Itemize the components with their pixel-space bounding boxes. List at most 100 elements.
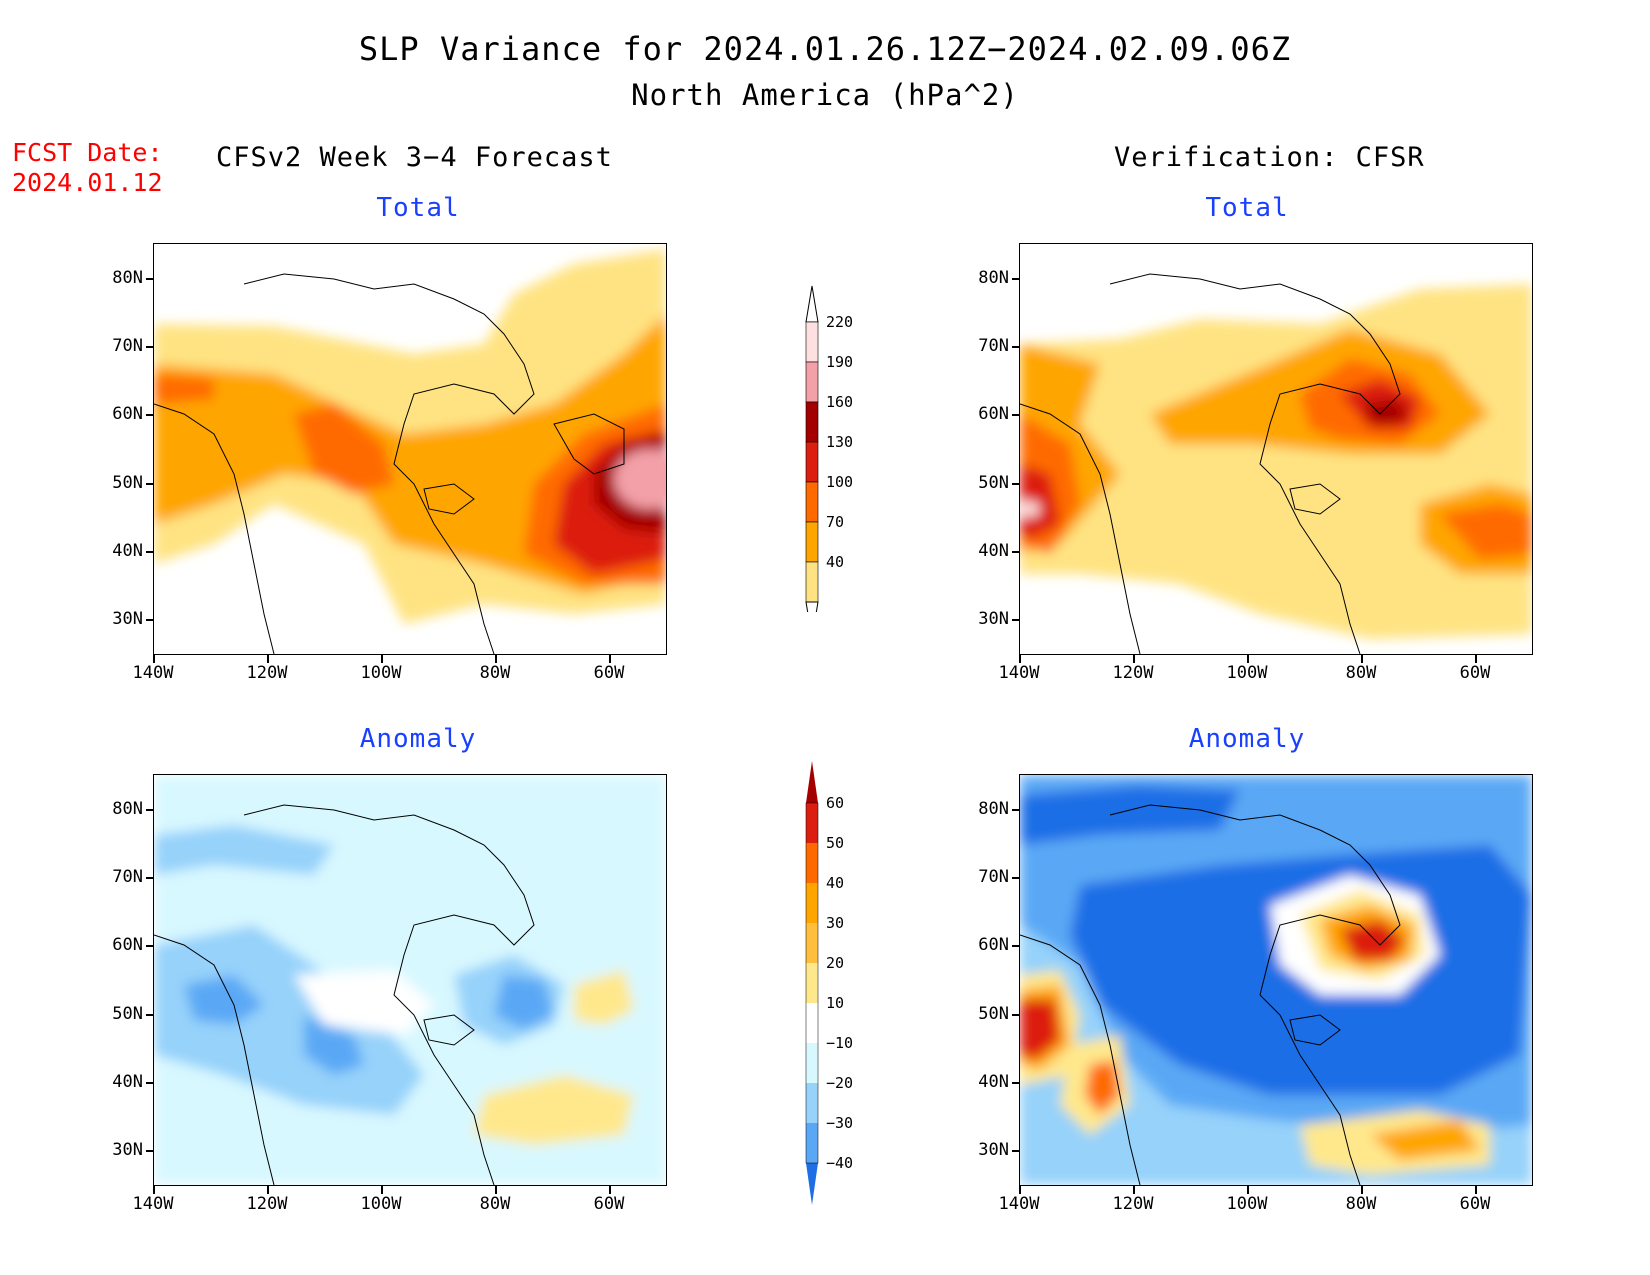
colorbar-total-top-arrow <box>805 285 819 323</box>
lat-tick-label: 60N <box>112 404 143 424</box>
lon-tick <box>609 655 611 663</box>
lat-tick-label: 40N <box>978 1072 1009 1092</box>
lat-tick <box>1012 1014 1020 1016</box>
lat-tick-label: 50N <box>112 1004 143 1024</box>
lat-tick-label: 80N <box>112 799 143 819</box>
lon-tick-label: 120W <box>246 663 288 683</box>
lat-tick <box>1012 414 1020 416</box>
lon-tick-label: 60W <box>593 663 625 683</box>
lat-tick <box>146 483 154 485</box>
lat-tick-label: 50N <box>978 1004 1009 1024</box>
panel-title-obs-anomaly: Anomaly <box>1188 724 1306 754</box>
panel-title-fcst-total: Total <box>376 193 460 223</box>
colorbar-anomaly-label: 40 <box>826 874 844 892</box>
colorbar-anomaly-bin <box>806 923 818 963</box>
lat-tick <box>146 278 154 280</box>
lat-tick <box>146 346 154 348</box>
lon-tick <box>495 655 497 663</box>
lat-tick-label: 40N <box>112 1072 143 1092</box>
lat-tick-label: 60N <box>978 935 1009 955</box>
lon-tick <box>267 655 269 663</box>
lat-tick-label: 30N <box>978 1140 1009 1160</box>
colorbar-anomaly-bottom-arrow <box>806 1163 818 1205</box>
colorbar-anomaly-label: 60 <box>826 794 844 812</box>
lat-tick-label: 70N <box>112 867 143 887</box>
colorbar-total-bin <box>805 361 819 403</box>
lat-tick <box>146 877 154 879</box>
lon-tick <box>153 655 155 663</box>
lon-tick-label: 120W <box>1112 1194 1154 1214</box>
colorbar-anomaly-label: 50 <box>826 834 844 852</box>
lat-tick <box>146 551 154 553</box>
lat-tick <box>146 414 154 416</box>
colorbar-anomaly: 60 50 40 30 20 10 −10 −20 −30 −40 <box>805 761 853 1205</box>
lon-tick <box>1475 1186 1477 1194</box>
lat-tick <box>1012 346 1020 348</box>
colorbar-total-label: 100 <box>826 473 853 491</box>
right-column-title: Verification: CFSR <box>1114 142 1425 173</box>
lat-tick <box>146 619 154 621</box>
lat-tick <box>1012 945 1020 947</box>
lon-tick-label: 120W <box>1112 663 1154 683</box>
lon-tick-label: 100W <box>360 663 402 683</box>
forecast-date-value: 2024.01.12 <box>12 168 163 197</box>
lon-tick <box>153 1186 155 1194</box>
colorbar-anomaly-bin <box>806 883 818 923</box>
colorbar-anomaly-label: 10 <box>826 994 844 1012</box>
lat-tick-label: 30N <box>112 1140 143 1160</box>
lon-tick <box>381 1186 383 1194</box>
map-forecast-anomaly <box>153 774 667 1186</box>
panel-title-fcst-anomaly: Anomaly <box>359 724 477 754</box>
lon-tick <box>1019 655 1021 663</box>
lat-tick-label: 80N <box>978 799 1009 819</box>
lat-tick-label: 80N <box>112 268 143 288</box>
colorbar-total: 220 190 160 130 100 70 40 <box>805 285 853 612</box>
colorbar-anomaly-label: 20 <box>826 954 844 972</box>
lat-tick-label: 30N <box>978 609 1009 629</box>
map-observed-total <box>1019 243 1533 655</box>
lon-tick <box>1361 1186 1363 1194</box>
lat-tick <box>1012 619 1020 621</box>
lon-tick-label: 140W <box>132 663 174 683</box>
colorbar-total-label: 190 <box>826 353 853 371</box>
lon-tick-label: 60W <box>1459 1194 1491 1214</box>
forecast-date-block: FCST Date: 2024.01.12 <box>12 138 163 198</box>
lat-tick-label: 40N <box>112 541 143 561</box>
lat-tick-label: 70N <box>112 336 143 356</box>
lon-tick <box>381 655 383 663</box>
lat-tick <box>146 809 154 811</box>
colorbar-anomaly-bin <box>806 1123 818 1163</box>
lat-tick <box>146 1150 154 1152</box>
lat-tick <box>1012 877 1020 879</box>
lat-tick-label: 40N <box>978 541 1009 561</box>
colorbar-anomaly-bin <box>806 843 818 883</box>
colorbar-anomaly-bin <box>806 1043 818 1083</box>
lat-tick <box>1012 551 1020 553</box>
colorbar-total-bin <box>805 521 819 563</box>
lat-tick <box>1012 809 1020 811</box>
panel-title-obs-total: Total <box>1205 193 1289 223</box>
colorbar-total-bin <box>805 561 819 603</box>
lon-tick <box>1475 655 1477 663</box>
lon-tick <box>1361 655 1363 663</box>
colorbar-total-label: 40 <box>826 553 844 571</box>
lat-tick-label: 50N <box>978 473 1009 493</box>
main-title: SLP Variance for 2024.01.26.12Z−2024.02.… <box>358 30 1292 68</box>
colorbar-total-label: 160 <box>826 393 853 411</box>
lon-tick-label: 140W <box>998 663 1040 683</box>
lon-tick <box>495 1186 497 1194</box>
lon-tick-label: 80W <box>479 663 511 683</box>
map-forecast-total <box>153 243 667 655</box>
colorbar-anomaly-outline <box>805 802 819 1164</box>
lat-tick-label: 50N <box>112 473 143 493</box>
colorbar-anomaly-label: −40 <box>826 1154 853 1172</box>
colorbar-anomaly-label: −10 <box>826 1034 853 1052</box>
lat-tick <box>146 1014 154 1016</box>
colorbar-anomaly-top-arrow <box>806 761 818 803</box>
colorbar-total-bin <box>805 321 819 363</box>
lon-tick <box>1133 1186 1135 1194</box>
lon-tick-label: 100W <box>1226 663 1268 683</box>
lon-tick-label: 140W <box>132 1194 174 1214</box>
lat-tick-label: 30N <box>112 609 143 629</box>
lon-tick <box>267 1186 269 1194</box>
